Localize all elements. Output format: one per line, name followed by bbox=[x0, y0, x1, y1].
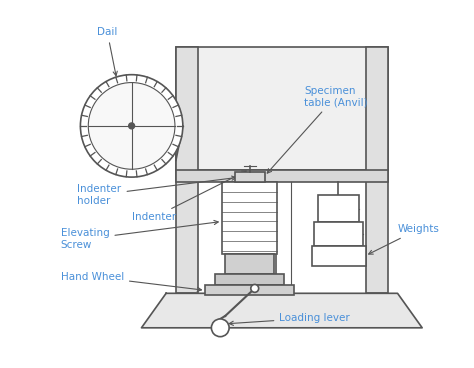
Circle shape bbox=[88, 82, 175, 169]
Bar bbox=[176, 47, 198, 293]
Circle shape bbox=[128, 123, 135, 129]
Circle shape bbox=[81, 75, 183, 177]
Text: Dail: Dail bbox=[97, 27, 118, 76]
Bar bbox=[176, 170, 388, 182]
Text: Indenter: Indenter bbox=[132, 171, 246, 223]
Circle shape bbox=[251, 284, 259, 292]
Bar bbox=[318, 195, 359, 222]
Bar bbox=[206, 286, 294, 295]
Circle shape bbox=[211, 319, 229, 337]
Text: Weights: Weights bbox=[369, 224, 439, 254]
Bar bbox=[215, 274, 284, 286]
Polygon shape bbox=[141, 293, 422, 328]
Text: Loading lever: Loading lever bbox=[229, 313, 350, 325]
Text: Specimen
table (Anvil): Specimen table (Anvil) bbox=[267, 85, 368, 173]
Bar bbox=[312, 246, 366, 266]
Bar bbox=[235, 172, 264, 182]
Text: Hand Wheel: Hand Wheel bbox=[61, 272, 201, 291]
Bar bbox=[225, 254, 274, 274]
Text: Indenter
holder: Indenter holder bbox=[77, 176, 236, 206]
Bar bbox=[314, 222, 363, 246]
Bar bbox=[222, 182, 277, 254]
Bar bbox=[176, 47, 388, 170]
Text: Elevating
Screw: Elevating Screw bbox=[61, 220, 218, 250]
Bar bbox=[366, 47, 388, 293]
